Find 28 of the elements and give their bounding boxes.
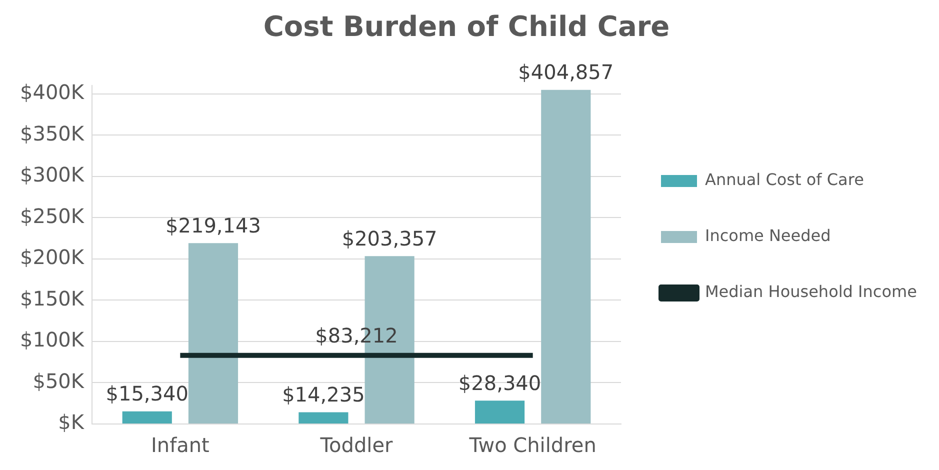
data-label: $15,340	[106, 382, 188, 406]
bar	[122, 411, 172, 424]
data-label: $404,857	[518, 60, 614, 84]
bar	[298, 412, 348, 424]
legend-label: Median Household Income	[705, 282, 917, 302]
y-tick-label: $100K	[20, 328, 85, 352]
y-tick-label: $50K	[32, 368, 85, 393]
x-tick-label: Toddler	[319, 433, 394, 458]
y-tick-label: $250K	[20, 204, 85, 228]
y-tick-label: $300K	[20, 162, 85, 187]
data-label: $203,357	[342, 226, 438, 250]
x-tick-label: Infant	[150, 433, 210, 458]
bar	[541, 90, 591, 424]
legend-label: Annual Cost of Care	[705, 170, 864, 190]
legend-label: Income Needed	[705, 226, 831, 246]
data-label: $28,340	[458, 370, 542, 395]
data-label: $83,212	[315, 324, 398, 348]
bar	[474, 400, 525, 424]
x-tick-label: Two Children	[468, 433, 596, 458]
y-tick-label: $200K	[20, 245, 85, 270]
y-tick-label: $150K	[20, 286, 85, 310]
data-label: $219,143	[166, 213, 261, 238]
bar	[188, 243, 238, 424]
chart-title: Cost Burden of Child Care	[263, 10, 670, 44]
y-tick-label: $K	[58, 410, 85, 434]
y-tick-label: $400K	[20, 80, 85, 104]
y-tick-label: $350K	[20, 121, 85, 146]
data-label: $14,235	[282, 382, 365, 406]
